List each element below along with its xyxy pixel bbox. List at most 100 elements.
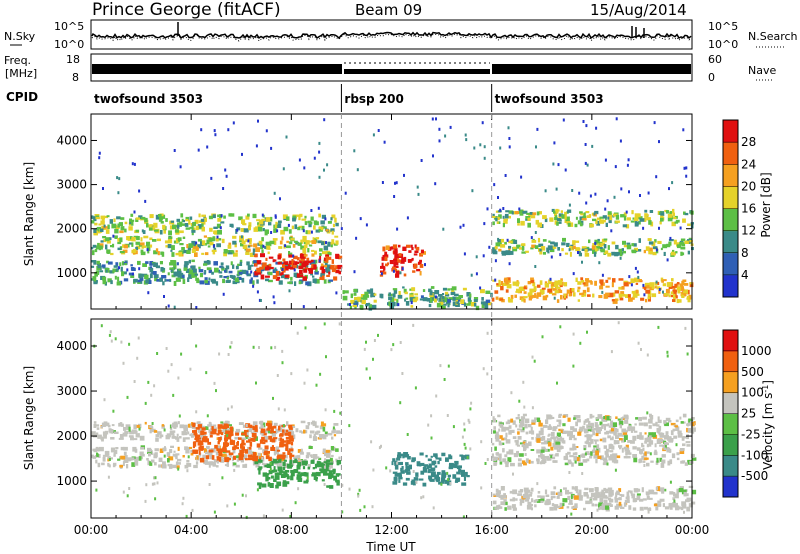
echo-cell <box>170 445 174 448</box>
echo-cell <box>562 423 566 427</box>
echo-cell <box>337 473 340 477</box>
echo-cell <box>311 459 315 464</box>
echo-cell <box>260 244 264 250</box>
echo-cell <box>123 278 129 282</box>
echo-cell <box>539 250 543 255</box>
echo-cell <box>626 415 629 420</box>
echo-speckle <box>163 454 166 458</box>
echo-cell <box>97 462 101 468</box>
echo-cell <box>572 452 578 456</box>
echo-cell <box>175 277 181 282</box>
echo-cell <box>420 295 424 299</box>
echo-cell <box>331 214 336 219</box>
echo-cell <box>238 437 242 440</box>
echo-cell <box>547 434 550 437</box>
echo-cell <box>135 218 139 222</box>
echo-cell <box>639 218 645 222</box>
echo-cell <box>320 265 325 270</box>
echo-speckle <box>169 278 172 282</box>
echo-speckle <box>182 496 185 500</box>
echo-speckle <box>378 446 381 450</box>
echo-cell <box>264 439 268 443</box>
echo-cell <box>168 456 174 461</box>
echo-cell <box>687 295 690 300</box>
echo-cell <box>310 272 313 276</box>
echo-cell <box>543 251 546 255</box>
echo-cell <box>110 280 113 285</box>
echo-cell <box>413 265 417 269</box>
echo-cell <box>623 502 627 507</box>
echo-speckle <box>356 168 359 172</box>
echo-cell <box>508 449 514 453</box>
echo-speckle <box>502 207 505 210</box>
echo-cell <box>507 297 511 302</box>
echo-speckle <box>518 399 521 403</box>
echo-cell <box>204 217 207 222</box>
echo-cell <box>528 424 532 428</box>
echo-cell <box>624 435 628 440</box>
echo-cell <box>182 279 186 284</box>
echo-cell <box>408 465 412 470</box>
echo-cell <box>199 440 204 445</box>
echo-cell <box>264 464 268 468</box>
echo-speckle <box>393 195 396 198</box>
echo-speckle <box>317 206 320 210</box>
echo-cell <box>331 239 335 243</box>
echo-cell <box>326 252 329 255</box>
echo-cell <box>669 212 672 216</box>
echo-cell <box>659 487 662 492</box>
echo-cell <box>536 449 541 454</box>
echo-cell <box>454 293 459 296</box>
echo-speckle <box>257 119 259 123</box>
echo-cell <box>270 426 274 432</box>
echo-cell <box>672 502 676 506</box>
echo-cell <box>169 267 175 270</box>
echo-cell <box>149 263 153 266</box>
echo-cell <box>553 282 559 288</box>
echo-cell <box>567 430 572 434</box>
echo-cell <box>674 221 679 224</box>
echo-cell <box>120 226 125 231</box>
echo-cell <box>579 211 583 214</box>
echo-cell <box>586 215 591 218</box>
echo-speckle <box>102 187 104 190</box>
echo-cell <box>654 286 658 289</box>
echo-cell <box>540 427 544 432</box>
echo-cell <box>555 441 561 445</box>
echo-cell <box>121 261 124 266</box>
echo-cell <box>307 248 310 253</box>
echo-cell <box>656 424 660 427</box>
echo-cell <box>601 489 604 493</box>
echo-cell <box>318 434 324 439</box>
echo-cell <box>188 243 193 248</box>
echo-cell <box>606 448 610 452</box>
echo-cell <box>530 504 533 507</box>
echo-cell <box>176 433 179 437</box>
echo-cell <box>414 244 417 249</box>
echo-cell <box>664 444 667 449</box>
echo-cell <box>672 428 675 432</box>
echo-speckle <box>531 355 534 359</box>
echo-cell <box>197 244 201 249</box>
echo-cell <box>311 472 317 476</box>
echo-cell <box>110 447 115 453</box>
echo-cell <box>213 448 216 453</box>
echo-cell <box>392 288 398 291</box>
echo-cell <box>546 455 550 461</box>
echo-cell <box>646 462 650 467</box>
echo-cell <box>297 242 302 246</box>
echo-cell <box>684 462 688 466</box>
echo-cell <box>603 499 608 504</box>
echo-cell <box>672 299 676 302</box>
echo-cell <box>573 437 577 441</box>
echo-cell <box>286 475 290 480</box>
echo-speckle <box>208 464 211 468</box>
echo-cell <box>654 443 657 448</box>
echo-cell <box>298 225 302 228</box>
echo-cell <box>501 438 505 441</box>
echo-cell <box>556 299 560 303</box>
echo-cell <box>670 422 676 426</box>
echo-cell <box>557 280 563 285</box>
echo-speckle <box>679 416 682 420</box>
echo-cell <box>299 253 304 259</box>
